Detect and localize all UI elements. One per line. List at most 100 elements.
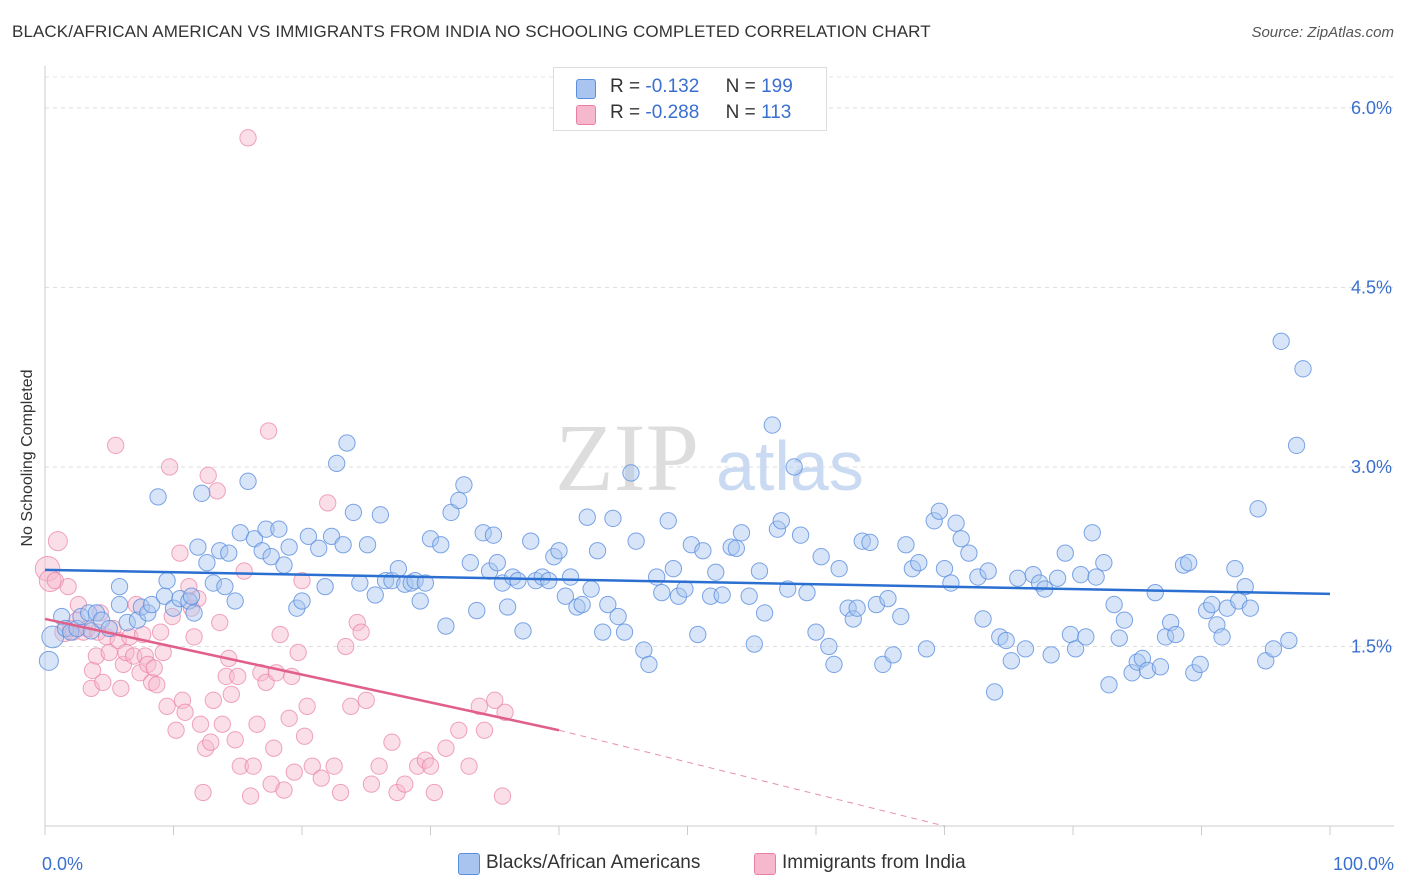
n-label: N =: [725, 76, 756, 97]
y-tick-label: 6.0%: [1351, 98, 1392, 118]
black-point: [707, 563, 725, 581]
black-point: [139, 604, 157, 622]
black-point: [253, 542, 271, 560]
india-point: [202, 733, 220, 751]
legend-label-india: Immigrants from India: [782, 852, 966, 873]
india-point: [199, 466, 217, 484]
black-point: [1095, 554, 1113, 572]
india-point: [191, 715, 210, 733]
black-point: [604, 509, 622, 528]
black-point: [664, 560, 683, 578]
india-point: [151, 623, 170, 641]
y-tick-label: 3.0%: [1351, 457, 1392, 477]
india-point: [87, 647, 106, 665]
india-point: [271, 625, 289, 644]
black-point: [328, 454, 346, 473]
india-point: [145, 659, 163, 677]
black-point: [550, 542, 568, 560]
legend-swatch-black: [458, 853, 480, 875]
black-point: [861, 533, 879, 552]
india-point: [182, 599, 201, 617]
x-tick-label-min: 0.0%: [42, 854, 83, 874]
black-point: [522, 532, 540, 550]
n-value: 199: [761, 76, 793, 97]
black-point: [316, 577, 334, 596]
black-point: [745, 635, 763, 653]
black-point: [432, 536, 450, 554]
black-point: [132, 598, 151, 616]
india-point: [222, 685, 240, 704]
black-point: [755, 604, 774, 622]
india-point: [244, 757, 262, 775]
black-point: [947, 514, 965, 532]
black-point: [635, 641, 653, 659]
india-point: [425, 783, 444, 802]
black-point: [1115, 611, 1134, 629]
black-point: [1236, 577, 1254, 596]
india-point: [280, 709, 298, 727]
black-point: [582, 580, 600, 598]
india-point: [370, 757, 388, 775]
black-point: [974, 610, 992, 628]
black-point: [825, 655, 843, 674]
india-point: [265, 739, 283, 757]
black-point: [785, 458, 803, 476]
black-point: [1138, 661, 1157, 680]
black-point: [498, 598, 517, 616]
watermark: ZIP atlas: [555, 404, 864, 511]
y-tick-label: 4.5%: [1351, 277, 1392, 297]
india-point: [112, 679, 130, 698]
india-point: [421, 757, 440, 775]
india-point: [496, 703, 514, 721]
swatch-india: [576, 105, 596, 125]
x-tick-label-max: 100.0%: [1333, 854, 1394, 874]
series-legend: Blacks/African Americans Immigrants from…: [0, 852, 1406, 878]
india-point: [337, 637, 355, 656]
black-point: [509, 571, 527, 590]
india-point: [107, 436, 125, 455]
black-point: [979, 562, 997, 580]
black-point: [110, 577, 129, 596]
black-point: [1272, 332, 1290, 350]
black-point: [669, 587, 688, 605]
black-point: [1146, 583, 1164, 602]
black-point: [1213, 628, 1231, 646]
black-point: [740, 587, 758, 605]
india-point: [59, 577, 77, 596]
india-point: [475, 721, 494, 739]
india-point: [262, 775, 280, 793]
black-point: [216, 577, 234, 596]
black-point: [38, 650, 59, 671]
india-point: [319, 494, 337, 512]
black-point: [768, 520, 787, 538]
black-point: [640, 655, 658, 674]
india-point: [158, 697, 176, 715]
black-point: [942, 574, 960, 592]
black-point: [897, 536, 915, 554]
black-point: [334, 536, 352, 554]
india-point: [460, 757, 478, 775]
black-point: [1191, 655, 1209, 674]
black-point: [599, 595, 617, 614]
india-point: [46, 571, 64, 590]
india-point: [289, 643, 307, 662]
black-point: [791, 526, 810, 544]
black-point: [985, 683, 1004, 701]
black-point: [1048, 569, 1067, 587]
black-point: [262, 548, 280, 566]
r-value: -0.288: [645, 102, 700, 123]
black-point: [556, 587, 575, 605]
black-point: [1002, 652, 1020, 670]
trend-lines: [44, 568, 1331, 827]
black-point: [561, 568, 580, 586]
stats-legend: R = -0.132 N = 199 R = -0.288 N = 113: [553, 67, 827, 131]
black-point: [142, 595, 161, 614]
black-point: [310, 539, 328, 557]
india-point: [285, 763, 303, 781]
india-point: [450, 721, 468, 739]
black-point: [389, 560, 408, 578]
black-point: [910, 554, 928, 572]
india-point: [312, 769, 330, 787]
trend-line-black: [44, 568, 1331, 596]
